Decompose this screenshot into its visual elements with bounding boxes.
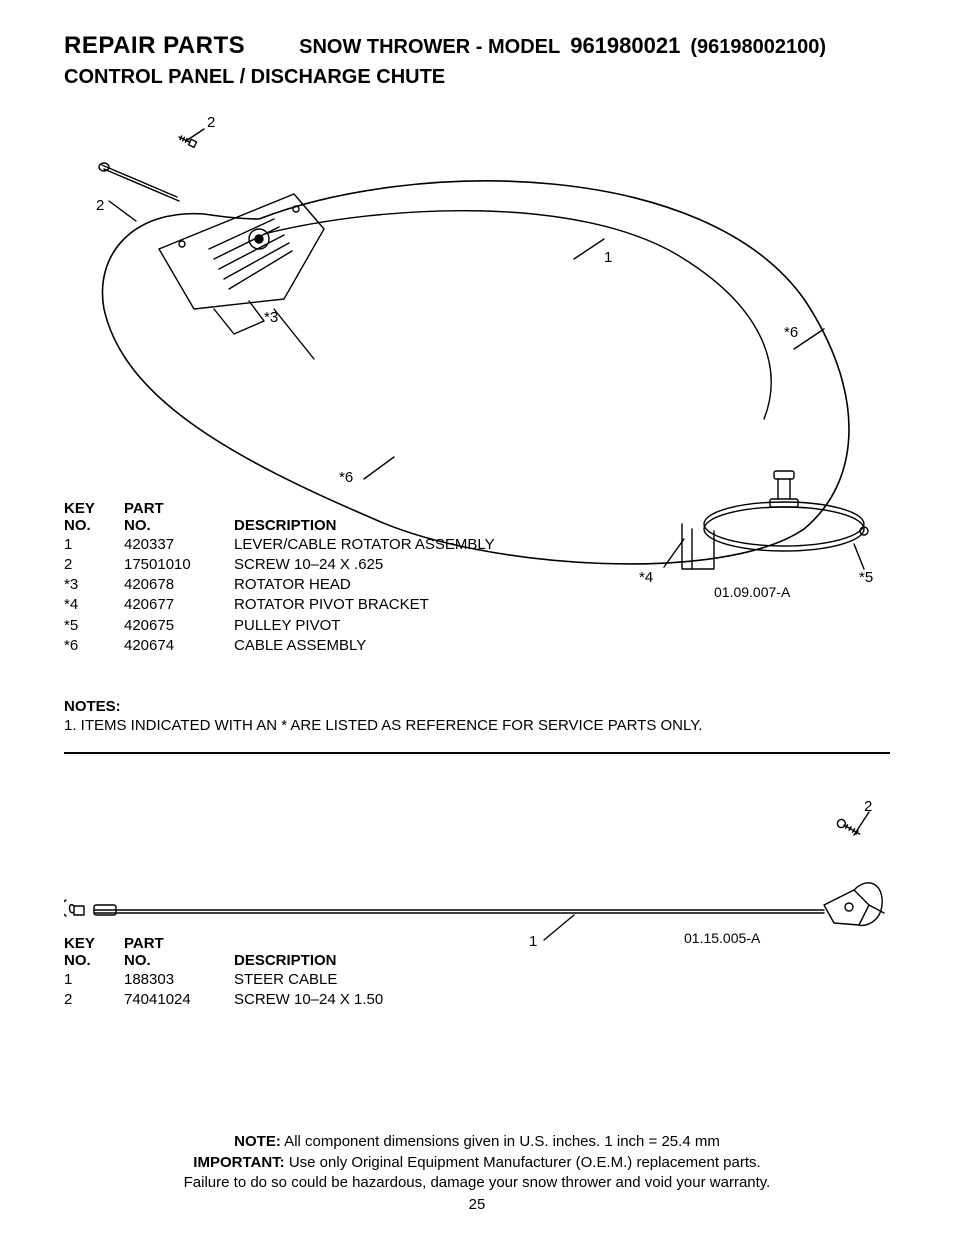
cell-desc: LEVER/CABLE ROTATOR ASSEMBLY <box>234 535 584 555</box>
cell-part: 420678 <box>124 575 234 595</box>
diagram2-code: 01.15.005-A <box>684 930 760 946</box>
cell-part: 420337 <box>124 535 234 555</box>
cell-part: 74041024 <box>124 990 234 1010</box>
page-footer: NOTE: All component dimensions given in … <box>0 1132 954 1193</box>
th-key-1: KEY <box>64 935 124 952</box>
notes-heading: NOTES: <box>64 698 890 715</box>
table-row: 1 188303 STEER CABLE <box>64 970 584 990</box>
table-row: 1 420337 LEVER/CABLE ROTATOR ASSEMBLY <box>64 535 584 555</box>
section-subtitle: CONTROL PANEL / DISCHARGE CHUTE <box>64 66 890 89</box>
cell-part: 420675 <box>124 616 234 636</box>
cell-desc: CABLE ASSEMBLY <box>234 636 584 656</box>
table1-header-row: KEY NO. PART NO. DESCRIPTION <box>64 500 584 535</box>
th-part-2: NO. <box>124 952 234 969</box>
th-part-1: PART <box>124 500 234 517</box>
callout-6-a: *6 <box>339 469 353 486</box>
model-number-paren: (96198002100) <box>690 36 826 59</box>
footer-important-rest: Use only Original Equipment Manufacturer… <box>285 1154 761 1171</box>
table-row: *4 420677 ROTATOR PIVOT BRACKET <box>64 595 584 615</box>
cell-desc: ROTATOR HEAD <box>234 575 584 595</box>
cell-key: *5 <box>64 616 124 636</box>
cell-desc: SCREW 10–24 X .625 <box>234 555 584 575</box>
cell-key: 2 <box>64 990 124 1010</box>
table-row: *6 420674 CABLE ASSEMBLY <box>64 636 584 656</box>
footer-line-3: Failure to do so could be hazardous, dam… <box>0 1173 954 1193</box>
model-number-bold: 961980021 <box>570 33 680 59</box>
cell-key: 2 <box>64 555 124 575</box>
callout-2-a: 2 <box>207 114 215 131</box>
page-number: 25 <box>0 1196 954 1213</box>
page-header: REPAIR PARTS SNOW THROWER - MODEL 961980… <box>64 32 890 60</box>
cell-desc: PULLEY PIVOT <box>234 616 584 636</box>
callout-5: *5 <box>859 569 873 586</box>
th-key-2: NO. <box>64 952 124 969</box>
repair-parts-title: REPAIR PARTS <box>64 32 245 60</box>
parts-table-2: KEY NO. PART NO. DESCRIPTION 1 188303 ST… <box>64 935 584 1010</box>
cell-key: 1 <box>64 970 124 990</box>
notes-line-1: 1. ITEMS INDICATED WITH AN * ARE LISTED … <box>64 717 890 734</box>
cell-desc: SCREW 10–24 X 1.50 <box>234 990 584 1010</box>
footer-note-bold: NOTE: <box>234 1133 281 1150</box>
diagram1-code: 01.09.007-A <box>714 584 790 600</box>
callout-2-b: 2 <box>96 197 104 214</box>
th-key-1: KEY <box>64 500 124 517</box>
callout-4: *4 <box>639 569 653 586</box>
cell-part: 420674 <box>124 636 234 656</box>
table-row: *5 420675 PULLEY PIVOT <box>64 616 584 636</box>
cell-part: 17501010 <box>124 555 234 575</box>
section-divider <box>64 752 890 754</box>
product-name: SNOW THROWER - MODEL <box>299 36 560 59</box>
footer-note-rest: All component dimensions given in U.S. i… <box>281 1133 720 1150</box>
table-row: 2 17501010 SCREW 10–24 X .625 <box>64 555 584 575</box>
cell-key: *6 <box>64 636 124 656</box>
th-desc: DESCRIPTION <box>234 517 584 534</box>
notes-block: NOTES: 1. ITEMS INDICATED WITH AN * ARE … <box>64 698 890 734</box>
table-row: 2 74041024 SCREW 10–24 X 1.50 <box>64 990 584 1010</box>
footer-important-line: IMPORTANT: Use only Original Equipment M… <box>0 1153 954 1173</box>
cell-part: 188303 <box>124 970 234 990</box>
cell-key: *3 <box>64 575 124 595</box>
footer-important-bold: IMPORTANT: <box>193 1154 284 1171</box>
callout-6-b: *6 <box>784 324 798 341</box>
table-row: *3 420678 ROTATOR HEAD <box>64 575 584 595</box>
callout-1: 1 <box>604 249 612 266</box>
footer-note-line: NOTE: All component dimensions given in … <box>0 1132 954 1152</box>
callout-3: *3 <box>264 309 278 326</box>
th-part-1: PART <box>124 935 234 952</box>
parts-table-1: KEY NO. PART NO. DESCRIPTION 1 420337 LE… <box>64 500 584 656</box>
th-desc: DESCRIPTION <box>234 952 584 969</box>
cell-key: *4 <box>64 595 124 615</box>
cell-desc: ROTATOR PIVOT BRACKET <box>234 595 584 615</box>
th-part-2: NO. <box>124 517 234 534</box>
cell-key: 1 <box>64 535 124 555</box>
cell-part: 420677 <box>124 595 234 615</box>
cell-desc: STEER CABLE <box>234 970 584 990</box>
callout2-2: 2 <box>864 798 872 815</box>
th-key-2: NO. <box>64 517 124 534</box>
table2-header-row: KEY NO. PART NO. DESCRIPTION <box>64 935 584 970</box>
